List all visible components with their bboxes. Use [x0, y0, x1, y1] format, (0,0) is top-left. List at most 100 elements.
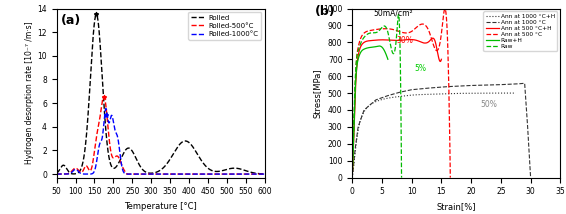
Line: Ann at 1000 °C+H: Ann at 1000 °C+H	[352, 93, 516, 178]
Point	[101, 113, 110, 117]
Ann at 1000 °C	[372, 99, 379, 101]
Line: Ann at 1000 °C: Ann at 1000 °C	[352, 83, 530, 178]
Ann at 500 °C	[367, 29, 374, 32]
Ann at 500 °C+H	[353, 81, 359, 84]
Line: Rolled-1000°C: Rolled-1000°C	[57, 108, 265, 174]
Rolled-1000°C	[235, 173, 242, 175]
Ann at 1000 °C+H	[349, 176, 355, 179]
Raw	[362, 35, 368, 37]
Rolled-1000°C	[123, 173, 130, 175]
Line: Raw: Raw	[352, 14, 401, 178]
Ann at 1000 °C+H	[355, 126, 362, 128]
Ann at 1000 °C+H	[498, 92, 504, 94]
Line: Rolled-500°C: Rolled-500°C	[57, 97, 265, 174]
Rolled-1000°C	[89, 172, 96, 175]
Ann at 1000 °C	[521, 82, 528, 85]
Rolled-1000°C	[53, 173, 60, 175]
Text: (a): (a)	[61, 14, 81, 27]
Raw	[398, 176, 405, 179]
Ann at 500 °C	[443, 11, 449, 13]
Rolled-500°C	[261, 173, 268, 175]
Ann at 1000 °C	[384, 94, 391, 97]
Text: 30%: 30%	[397, 36, 414, 45]
Line: Raw+H: Raw+H	[352, 46, 388, 178]
Ann at 1000 °C	[355, 126, 362, 128]
Rolled-500°C	[77, 171, 84, 173]
Raw	[349, 176, 355, 179]
Rolled-500°C	[89, 162, 96, 164]
Rolled	[258, 172, 264, 175]
Rolled	[133, 158, 140, 160]
Rolled-1000°C	[142, 173, 149, 175]
Ann at 500 °C+H	[434, 50, 441, 53]
Ann at 500 °C	[355, 46, 362, 49]
Raw+H	[358, 50, 365, 52]
Raw	[358, 40, 365, 43]
Rolled-1000°C	[133, 173, 140, 175]
Raw	[351, 109, 358, 111]
Rolled-500°C	[100, 95, 107, 98]
Raw+H	[349, 176, 355, 179]
Text: 50%: 50%	[480, 100, 497, 109]
Line: Rolled: Rolled	[57, 15, 265, 174]
Ann at 1000 °C	[408, 88, 415, 91]
Rolled-500°C	[142, 173, 149, 175]
Ann at 1000 °C+H	[379, 98, 386, 101]
Ann at 500 °C	[349, 176, 355, 179]
Raw+H	[381, 51, 388, 53]
Rolled	[142, 171, 149, 173]
Ann at 500 °C+H	[438, 58, 445, 61]
Ann at 500 °C+H	[372, 39, 379, 41]
Rolled-500°C	[235, 173, 242, 175]
Ann at 1000 °C+H	[359, 114, 366, 117]
Text: (b): (b)	[315, 5, 335, 18]
Rolled-1000°C	[102, 107, 109, 110]
Raw+H	[376, 45, 383, 47]
Ann at 1000 °C+H	[512, 92, 519, 94]
Point	[92, 13, 101, 16]
Ann at 500 °C	[447, 176, 454, 179]
Ann at 1000 °C	[361, 109, 367, 111]
Legend: Rolled, Rolled-500°C, Rolled-1000°C: Rolled, Rolled-500°C, Rolled-1000°C	[188, 12, 261, 40]
Ann at 1000 °C	[350, 166, 357, 169]
Ann at 1000 °C	[515, 83, 522, 85]
Ann at 500 °C	[353, 64, 359, 67]
Ann at 1000 °C	[396, 91, 403, 94]
Text: 50mA/cm²: 50mA/cm²	[373, 8, 413, 17]
Rolled-1000°C	[261, 173, 268, 175]
X-axis label: Strain[%]: Strain[%]	[436, 202, 476, 211]
Ann at 1000 °C	[498, 83, 504, 86]
Line: Ann at 500 °C+H: Ann at 500 °C+H	[352, 38, 441, 178]
Ann at 1000 °C+H	[505, 92, 512, 94]
Rolled-1000°C	[258, 173, 264, 175]
Rolled-500°C	[123, 173, 130, 175]
Ann at 1000 °C	[527, 176, 534, 179]
Ann at 1000 °C	[524, 126, 531, 128]
Y-axis label: Stress[MPa]: Stress[MPa]	[312, 68, 321, 118]
Point	[100, 95, 109, 99]
Line: Ann at 500 °C: Ann at 500 °C	[352, 9, 451, 178]
Raw	[395, 13, 402, 16]
Rolled	[235, 167, 242, 170]
Raw	[394, 24, 401, 27]
Ann at 500 °C+H	[430, 37, 436, 39]
Text: 5%: 5%	[415, 64, 427, 73]
Rolled-500°C	[258, 173, 264, 175]
Y-axis label: Hydrogen desorption rate [10⁻⁷ /m·s]: Hydrogen desorption rate [10⁻⁷ /m·s]	[25, 22, 35, 164]
Ann at 1000 °C	[444, 85, 451, 88]
Ann at 1000 °C	[468, 84, 474, 87]
Ann at 500 °C+H	[349, 176, 355, 179]
Rolled-500°C	[53, 173, 60, 175]
Raw+H	[383, 54, 389, 56]
Rolled-500°C	[133, 173, 140, 175]
Ann at 500 °C	[375, 28, 381, 30]
Raw+H	[350, 134, 357, 136]
Rolled	[77, 169, 84, 171]
Raw+H	[384, 58, 391, 61]
Legend: Ann at 1000 °C+H, Ann at 1000 °C, Ann at 500 °C+H, Ann at 500 °C, Raw+H, Raw: Ann at 1000 °C+H, Ann at 1000 °C, Ann at…	[483, 12, 558, 51]
Rolled	[53, 172, 60, 174]
Rolled-1000°C	[77, 172, 84, 174]
Raw	[351, 80, 358, 83]
Ann at 500 °C	[441, 7, 448, 10]
Ann at 500 °C+H	[354, 58, 361, 61]
